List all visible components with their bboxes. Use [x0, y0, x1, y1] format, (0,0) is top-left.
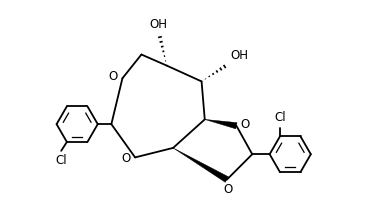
Text: O: O — [224, 183, 233, 196]
Polygon shape — [173, 148, 229, 182]
Text: O: O — [109, 70, 118, 83]
Text: OH: OH — [230, 50, 248, 62]
Text: O: O — [121, 153, 130, 165]
Polygon shape — [205, 119, 237, 129]
Text: Cl: Cl — [274, 111, 286, 124]
Text: OH: OH — [150, 18, 168, 31]
Text: O: O — [240, 118, 250, 131]
Text: Cl: Cl — [55, 154, 67, 167]
